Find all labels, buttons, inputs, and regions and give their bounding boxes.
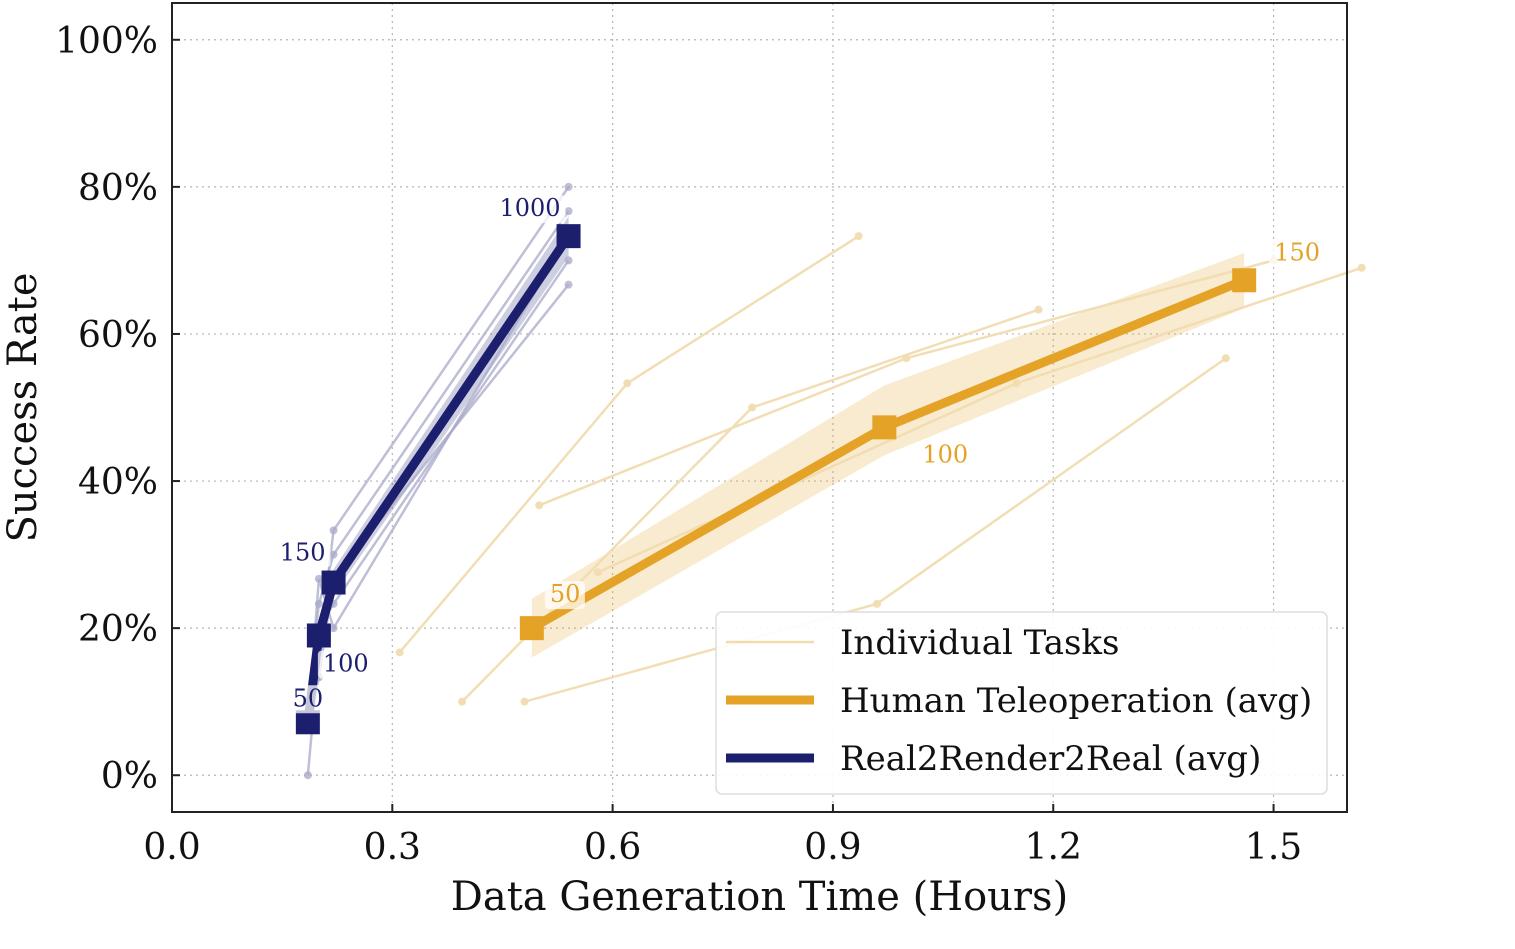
point-label-bg [495,195,566,224]
x-tick-label: 1.2 [1025,827,1082,868]
point-label: 1000 [499,194,560,222]
task-point [564,280,573,289]
point-labels: 50 100 150 50 100 150 1000 [275,194,1325,714]
point-label: 50 [293,684,324,712]
point-label: 150 [280,539,326,567]
point-label-bg [287,685,328,714]
point-label-bg [917,441,973,470]
legend: Individual Tasks Human Teleoperation (avg… [715,611,1328,795]
point-label: 50 [550,580,581,608]
task-point [458,697,467,706]
legend-box [715,611,1328,795]
legend-label: Human Teleoperation (avg) [840,681,1312,721]
y-tick-label: 100% [55,21,158,62]
task-point [854,232,863,241]
average-marker [295,710,320,735]
x-tick-label: 0.3 [364,827,421,868]
task-point [1357,263,1366,272]
average-marker [1232,268,1257,293]
task-point [564,182,573,191]
x-tick-label: 0.9 [804,827,861,868]
average-marker [306,623,331,648]
task-point [873,599,881,608]
y-axis-label: Success Rate [0,272,46,542]
task-point [520,697,529,706]
task-point [329,624,338,633]
point-label: 150 [1274,238,1320,266]
task-point [1012,379,1021,388]
task-point [748,403,757,412]
task-point [303,771,312,780]
average-marker [556,224,581,249]
legend-label: Real2Render2Real (avg) [840,739,1261,779]
axis-ticks: 0.0 0.3 0.6 0.9 1.2 1.5 0% 20% 40% 60% 80% 100% [55,21,1302,868]
x-tick-label: 1.5 [1245,827,1302,868]
point-label-bg [275,539,331,568]
point-label: 100 [922,440,968,468]
average-marker [872,415,897,440]
point-label-bg [544,581,585,610]
plot-frame [171,2,1348,813]
average-lines [295,224,1257,735]
task-point [329,550,338,559]
task-point [902,354,911,363]
x-axis-label: Data Generation Time (Hours) [451,874,1068,920]
task-point [314,574,323,583]
task-point [395,648,404,657]
y-tick-label: 40% [78,462,158,503]
average-marker [519,616,544,641]
average-line [303,233,573,723]
task-point [623,379,632,388]
task-point [1034,305,1043,314]
task-point [329,526,338,535]
y-tick-label: 80% [78,168,158,209]
point-label-bg [1269,239,1325,268]
average-marker [321,570,346,595]
task-point [564,207,573,216]
y-tick-label: 20% [78,609,158,650]
legend-label: Individual Tasks [840,623,1119,663]
x-tick-label: 0.6 [584,827,641,868]
task-point [593,568,602,577]
y-tick-label: 0% [101,756,158,797]
point-label-bg [317,650,373,679]
point-label: 100 [323,649,369,677]
task-point [564,256,573,265]
y-tick-label: 60% [78,315,158,356]
task-point [1221,354,1230,363]
x-tick-label: 0.0 [143,827,200,868]
task-point [535,501,544,510]
